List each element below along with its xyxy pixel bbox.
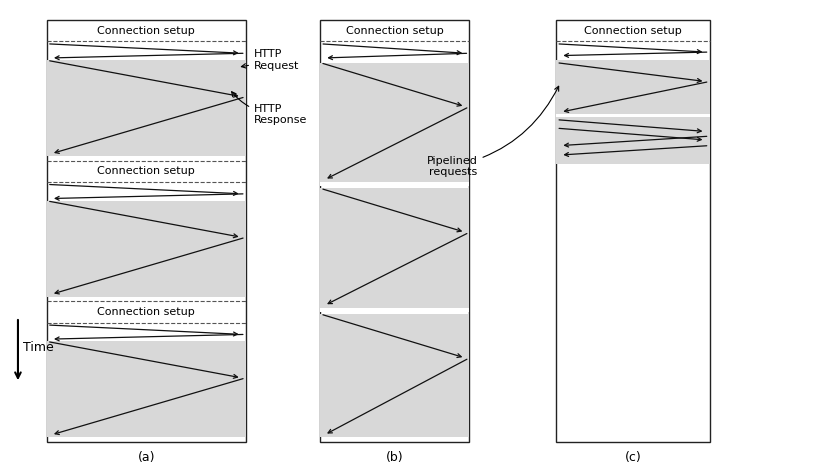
Text: Connection setup: Connection setup — [97, 166, 195, 176]
Bar — [320, 20, 470, 442]
Text: (c): (c) — [625, 451, 642, 464]
Text: (b): (b) — [386, 451, 404, 464]
Bar — [320, 308, 470, 311]
Bar — [556, 117, 710, 164]
Bar — [47, 341, 246, 438]
Bar — [47, 201, 246, 297]
Bar — [320, 63, 470, 182]
Text: Connection setup: Connection setup — [97, 26, 195, 36]
Text: Connection setup: Connection setup — [97, 307, 195, 317]
Text: Time: Time — [23, 341, 54, 354]
Bar — [320, 314, 470, 438]
Bar — [556, 60, 710, 115]
Bar — [320, 182, 470, 186]
Bar — [47, 60, 246, 156]
Text: Pipelined
requests: Pipelined requests — [427, 86, 558, 177]
Bar — [47, 20, 246, 442]
Text: (a): (a) — [138, 451, 155, 464]
Bar — [556, 20, 710, 442]
Bar — [320, 188, 470, 308]
Text: HTTP
Response: HTTP Response — [232, 92, 307, 125]
Text: HTTP
Request: HTTP Request — [241, 49, 299, 71]
Text: Connection setup: Connection setup — [346, 26, 444, 36]
Text: Connection setup: Connection setup — [584, 26, 681, 36]
Bar — [556, 115, 710, 117]
